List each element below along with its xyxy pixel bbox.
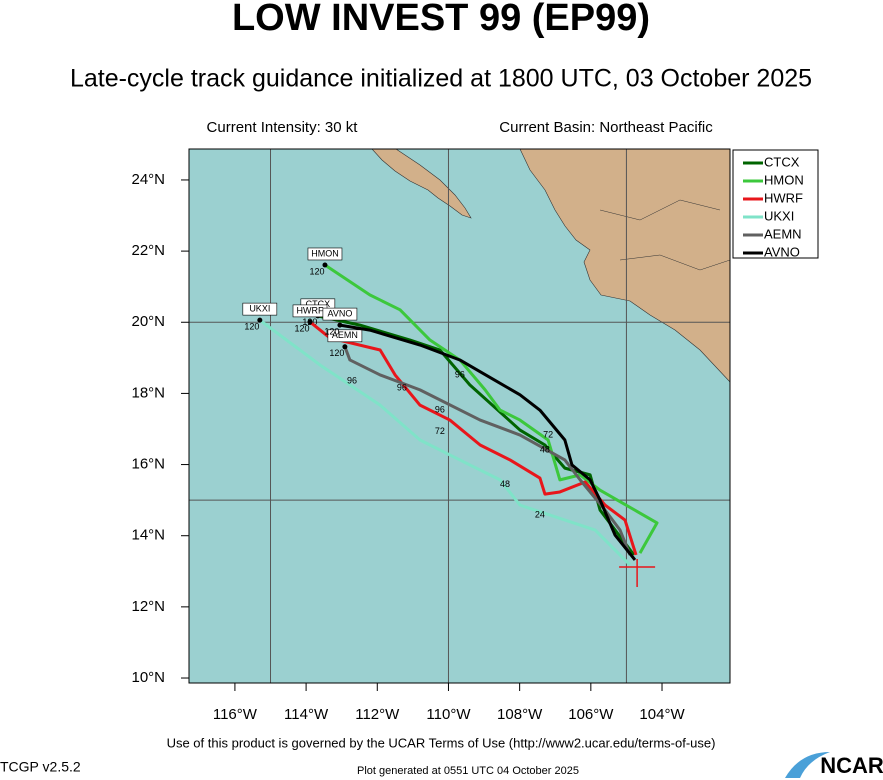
hour-label: 24 — [535, 509, 545, 519]
state-border — [619, 254, 730, 271]
hour-label: 72 — [543, 429, 553, 439]
legend-label: HWRF — [764, 190, 803, 205]
x-tick-label: 106°W — [568, 706, 614, 723]
baja — [371, 149, 472, 219]
track-name: HMON — [311, 248, 339, 258]
y-tick-label: 18°N — [131, 384, 165, 401]
track-line — [258, 318, 632, 566]
version: TCGP v2.5.2 — [0, 759, 81, 775]
legend-label: AVNO — [764, 244, 800, 259]
hour-label: 72 — [435, 426, 445, 436]
hour-label: 96 — [397, 382, 407, 392]
track-end — [337, 322, 343, 328]
name-box — [327, 329, 363, 343]
y-tick-label: 16°N — [131, 456, 165, 473]
state-border — [599, 199, 721, 221]
hour-label: 120 — [294, 323, 309, 333]
x-tick-label: 112°W — [355, 706, 400, 723]
hour-label: 120 — [309, 266, 324, 276]
track-name: HWRF — [297, 305, 324, 315]
track-name: AVNO — [327, 308, 352, 318]
basin: Current Basin: Northeast Pacific — [499, 119, 713, 136]
track-end — [342, 344, 348, 350]
name-box — [242, 302, 278, 316]
intensity: Current Intensity: 30 kt — [207, 119, 359, 136]
legend-label: UKXI — [764, 208, 794, 223]
logo-swoosh — [785, 752, 830, 778]
mainland — [519, 149, 730, 383]
track-end — [257, 317, 263, 323]
legend-label: CTCX — [764, 154, 800, 169]
legend-label: AEMN — [764, 226, 802, 241]
track-end — [322, 262, 328, 268]
track-name: AEMN — [332, 330, 358, 340]
hour-label: 120 — [324, 326, 339, 336]
y-tick-label: 10°N — [131, 669, 165, 686]
track-line — [339, 323, 637, 561]
y-tick-label: 22°N — [131, 242, 165, 259]
track-name: CTCX — [306, 299, 331, 309]
x-tick-label: 116°W — [213, 706, 258, 723]
y-tick-label: 14°N — [131, 527, 165, 544]
chart-title: LOW INVEST 99 (EP99) — [232, 0, 650, 39]
hour-label: 96 — [347, 375, 357, 385]
grid — [189, 149, 730, 683]
hour-label: 120 — [329, 348, 344, 358]
y-tick-label: 24°N — [131, 171, 165, 188]
plot-frame — [188, 148, 731, 684]
axes: 116°W 114°W 112°W 110°W 108°W 106°W 104°W 10°N 1… — [131, 171, 685, 723]
x-tick-label: 114°W — [284, 706, 329, 723]
terms: Use of this product is governed by the U… — [167, 735, 716, 750]
generated: Plot generated at 0551 UTC 04 October 20… — [357, 765, 579, 777]
name-box — [307, 247, 343, 261]
hour-label: 96 — [455, 369, 465, 379]
land — [371, 149, 730, 383]
legend-items: CTCX HMON HWRF UKXI AEMN AVNO — [743, 154, 804, 259]
name-box — [322, 307, 358, 321]
track-end — [307, 319, 313, 325]
legend-label: HMON — [764, 172, 804, 187]
track-line — [324, 263, 659, 554]
hour-label: 96 — [435, 405, 445, 415]
logo: NCAR — [820, 753, 883, 778]
hour-label: 120 — [244, 321, 259, 331]
hour-label: 48 — [500, 479, 510, 489]
x-tick-label: 110°W — [426, 706, 471, 723]
current-position — [619, 559, 656, 588]
track-name: UKXI — [249, 303, 270, 313]
chart-subtitle: Late-cycle track guidance initialized at… — [70, 65, 812, 93]
y-tick-label: 12°N — [131, 598, 165, 615]
x-tick-label: 108°W — [497, 706, 543, 723]
hour-label: 48 — [540, 444, 550, 454]
tracks: CTCX120HMON120HWRF120UKXI120AEMN120AVNO1… — [242, 247, 659, 588]
legend — [732, 149, 819, 259]
x-tick-label: 104°W — [639, 706, 685, 723]
y-tick-label: 20°N — [131, 313, 165, 330]
track-line — [343, 346, 632, 556]
